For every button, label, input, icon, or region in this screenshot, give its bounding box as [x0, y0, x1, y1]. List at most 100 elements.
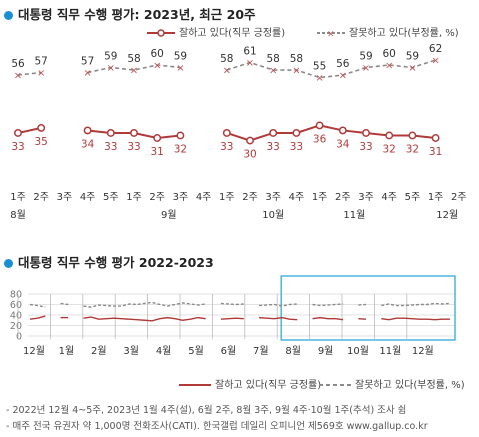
- legend-solid-line-icon: [147, 29, 175, 37]
- approve-point: [176, 131, 185, 140]
- approve-data-label: 31: [429, 146, 442, 158]
- chart2-legend-disapprove: 잘못하고 있다(부정률, %): [318, 376, 465, 391]
- x-tick-label: 4월: [156, 345, 172, 356]
- disapprove-data-label: 56: [11, 58, 25, 70]
- approve-line: [226, 124, 436, 142]
- disapprove-marker: ×: [130, 66, 138, 77]
- x-tick-label: 7월: [253, 345, 269, 356]
- month-label: 9월: [161, 209, 177, 221]
- x-tick-label: 1주: [126, 192, 142, 203]
- disapprove-data-label: 60: [151, 48, 164, 60]
- disapprove-data-label: 57: [35, 56, 48, 68]
- chart1-plot: ×56×57×57×59×58×60×59×58 ×61×58×58×55×56 ×…: [10, 43, 466, 221]
- y-tick-label: 0: [16, 332, 22, 343]
- approve-line: [259, 316, 298, 321]
- disapprove-line: [381, 302, 451, 307]
- x-tick-label: 2주: [33, 192, 49, 203]
- disapprove-marker: ×: [362, 63, 370, 74]
- approve-line: [220, 317, 244, 320]
- disapprove-line: [17, 71, 42, 76]
- x-tick-label: 4주: [289, 192, 305, 203]
- approve-point: [431, 134, 440, 142]
- approve-point: [338, 126, 347, 135]
- approve-data-label: 30: [243, 149, 256, 161]
- month-label: 8월: [10, 209, 26, 221]
- approve-point: [222, 129, 231, 137]
- x-tick-label: 5주: [103, 192, 119, 203]
- approve-point: [14, 129, 22, 137]
- x-tick-label: 2주: [335, 192, 351, 203]
- approve-data-label: 33: [267, 141, 280, 153]
- approve-point: [246, 136, 254, 145]
- y-tick-label: 40: [10, 311, 22, 322]
- x-tick-label: 3주: [173, 192, 189, 203]
- disapprove-data-label: 62: [429, 43, 442, 55]
- x-tick-label: 1월: [59, 345, 75, 356]
- disapprove-data-label: 59: [359, 51, 372, 63]
- disapprove-marker: ×: [107, 63, 115, 74]
- disapprove-data-label: 56: [336, 58, 350, 70]
- approve-line: [312, 316, 344, 321]
- disapprove-line: [29, 303, 46, 308]
- x-tick-label: 5월: [188, 345, 204, 356]
- disapprove-data-label: 61: [243, 45, 256, 57]
- disapprove-line: [312, 303, 344, 307]
- x-tick-label: 3월: [123, 345, 139, 356]
- disapprove-marker: ×: [315, 73, 323, 84]
- approve-point: [130, 129, 138, 137]
- approve-point: [385, 131, 394, 140]
- x-tick-label: 10월: [347, 345, 369, 356]
- month-label: 10월: [262, 209, 284, 221]
- approve-point: [106, 129, 115, 137]
- disapprove-marker: ×: [292, 66, 300, 77]
- disapprove-data-label: 60: [383, 48, 396, 60]
- x-tick-label: 1주: [10, 192, 26, 203]
- approve-data-label: 33: [104, 141, 117, 153]
- x-tick-label: 2주: [242, 192, 258, 203]
- approve-line: [358, 317, 367, 320]
- approve-line: [17, 126, 42, 134]
- chart2-title: 대통령 직무 수행 평가 2022-2023: [4, 252, 214, 271]
- x-tick-label: 2월: [91, 345, 107, 356]
- svg-text:×: ×: [327, 30, 335, 39]
- approve-data-label: 32: [174, 143, 187, 155]
- footnote-1: - 2022년 12월 4~5주, 2023년 1월 4주(설), 6월 2주,…: [6, 405, 407, 416]
- disapprove-data-label: 59: [406, 51, 419, 63]
- x-tick-label: 12월: [23, 345, 45, 356]
- approve-point: [362, 129, 370, 137]
- disapprove-line: [83, 301, 206, 308]
- approve-data-label: 34: [81, 138, 95, 150]
- disapprove-data-label: 57: [81, 56, 94, 68]
- disapprove-marker: ×: [223, 66, 231, 77]
- legend-dashed-line-icon: ×: [317, 30, 345, 40]
- x-tick-label: 11월: [379, 345, 401, 356]
- disapprove-marker: ×: [385, 61, 393, 72]
- approve-point: [315, 121, 324, 130]
- legend-solid-line-icon: [179, 384, 211, 386]
- approve-line: [83, 316, 206, 322]
- disapprove-line: [226, 59, 436, 79]
- approve-data-label: 36: [313, 133, 327, 145]
- y-tick-label: 80: [10, 290, 22, 301]
- disapprove-data-label: 59: [174, 51, 187, 63]
- x-tick-label: 6월: [221, 345, 237, 356]
- bullet-icon: [4, 259, 13, 268]
- approve-point: [408, 131, 417, 140]
- x-tick-label: 12월: [412, 345, 434, 356]
- disapprove-line: [358, 303, 367, 306]
- x-tick-label: 2주: [149, 192, 165, 203]
- approve-point: [292, 129, 301, 137]
- x-tick-label: 1주: [428, 192, 444, 203]
- approve-data-label: 33: [290, 141, 303, 153]
- disapprove-marker: ×: [246, 58, 254, 69]
- approve-data-label: 33: [359, 141, 372, 153]
- disapprove-marker: ×: [269, 66, 277, 77]
- disapprove-data-label: 59: [104, 51, 117, 63]
- disapprove-marker: ×: [14, 71, 22, 82]
- y-tick-label: 60: [10, 300, 22, 311]
- x-tick-label: 9월: [318, 345, 334, 356]
- month-label: 11월: [343, 209, 365, 221]
- disapprove-marker: ×: [37, 68, 45, 79]
- x-tick-label: 8월: [285, 345, 301, 356]
